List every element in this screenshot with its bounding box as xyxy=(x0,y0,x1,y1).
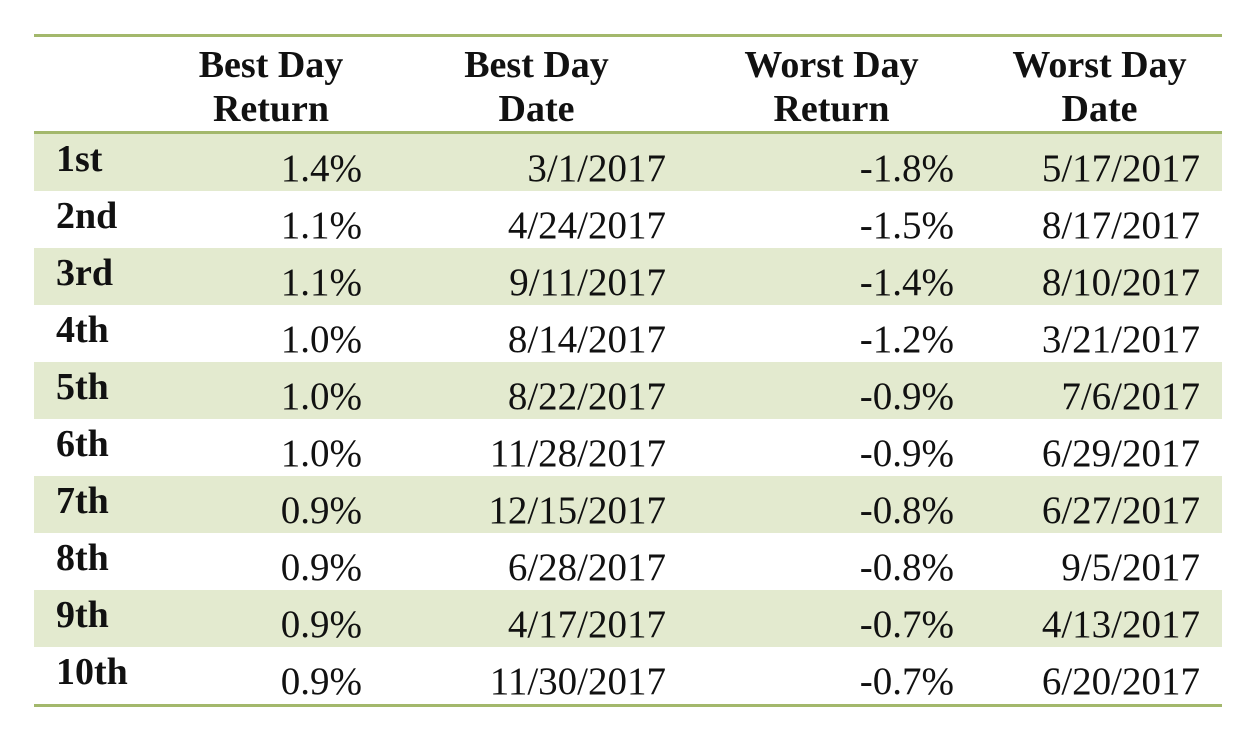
returns-table: Best Day Return Best Day Date Worst Day … xyxy=(34,34,1222,707)
table-top-rule xyxy=(34,34,1222,37)
worst-day-date-cell: 8/10/2017 xyxy=(1041,261,1200,304)
table-row: 5th 1.0% 8/22/2017 -0.9% 7/6/2017 xyxy=(34,362,1222,419)
header-best-return-line1: Best Day xyxy=(198,44,344,86)
worst-day-date-cell: 6/29/2017 xyxy=(1041,432,1200,475)
rank-cell: 1st xyxy=(56,138,103,180)
best-day-date-cell: 11/28/2017 xyxy=(489,432,666,475)
worst-day-return-cell: -0.8% xyxy=(859,489,954,532)
worst-day-date-cell: 3/21/2017 xyxy=(1041,318,1200,361)
best-day-return-cell: 0.9% xyxy=(280,660,362,703)
best-day-date-cell: 8/14/2017 xyxy=(507,318,666,361)
header-best-return-line2: Return xyxy=(212,88,330,130)
best-day-return-cell: 1.0% xyxy=(280,318,362,361)
worst-day-return-cell: -0.9% xyxy=(859,432,954,475)
best-day-return-cell: 1.1% xyxy=(280,261,362,304)
table-row: 9th 0.9% 4/17/2017 -0.7% 4/13/2017 xyxy=(34,590,1222,647)
table-bottom-rule xyxy=(34,704,1222,707)
best-day-date-cell: 12/15/2017 xyxy=(488,489,666,532)
table-row: 3rd 1.1% 9/11/2017 -1.4% 8/10/2017 xyxy=(34,248,1222,305)
rank-cell: 10th xyxy=(56,651,128,693)
table-row: 8th 0.9% 6/28/2017 -0.8% 9/5/2017 xyxy=(34,533,1222,590)
best-day-return-cell: 0.9% xyxy=(280,603,362,646)
rank-cell: 8th xyxy=(56,537,109,579)
worst-day-date-cell: 8/17/2017 xyxy=(1041,204,1200,247)
rank-cell: 6th xyxy=(56,423,109,465)
worst-day-date-cell: 6/27/2017 xyxy=(1041,489,1200,532)
worst-day-date-cell: 7/6/2017 xyxy=(1061,375,1200,418)
table-row: 10th 0.9% 11/30/2017 -0.7% 6/20/2017 xyxy=(34,647,1222,704)
worst-day-date-cell: 6/20/2017 xyxy=(1041,660,1200,703)
rank-cell: 4th xyxy=(56,309,109,351)
table-row: 6th 1.0% 11/28/2017 -0.9% 6/29/2017 xyxy=(34,419,1222,476)
worst-day-date-cell: 4/13/2017 xyxy=(1041,603,1200,646)
worst-day-return-cell: -1.4% xyxy=(859,261,954,304)
best-day-date-cell: 11/30/2017 xyxy=(489,660,666,703)
rank-cell: 7th xyxy=(56,480,109,522)
table-row: 4th 1.0% 8/14/2017 -1.2% 3/21/2017 xyxy=(34,305,1222,362)
table-header: Best Day Return Best Day Date Worst Day … xyxy=(34,37,1222,131)
header-worst-return-line2: Return xyxy=(773,88,890,130)
worst-day-return-cell: -0.9% xyxy=(859,375,954,418)
best-day-return-cell: 1.1% xyxy=(280,204,362,247)
rank-cell: 9th xyxy=(56,594,109,636)
best-day-date-cell: 8/22/2017 xyxy=(507,375,666,418)
worst-day-return-cell: -1.5% xyxy=(859,204,954,247)
table-row: 2nd 1.1% 4/24/2017 -1.5% 8/17/2017 xyxy=(34,191,1222,248)
rank-cell: 2nd xyxy=(56,195,118,237)
header-worst-date-line2: Date xyxy=(1061,88,1138,130)
best-day-date-cell: 9/11/2017 xyxy=(509,261,666,304)
worst-day-date-cell: 5/17/2017 xyxy=(1041,147,1200,190)
table-row: 1st 1.4% 3/1/2017 -1.8% 5/17/2017 xyxy=(34,134,1222,191)
best-day-date-cell: 4/24/2017 xyxy=(507,204,666,247)
header-best-day-date: Best Day Date xyxy=(434,43,639,131)
worst-day-return-cell: -1.8% xyxy=(859,147,954,190)
best-day-return-cell: 1.0% xyxy=(280,432,362,475)
table-header-rule xyxy=(34,131,1222,134)
worst-day-return-cell: -0.7% xyxy=(859,660,954,703)
table-row: 7th 0.9% 12/15/2017 -0.8% 6/27/2017 xyxy=(34,476,1222,533)
header-best-date-line2: Date xyxy=(498,88,575,130)
best-day-date-cell: 4/17/2017 xyxy=(507,603,666,646)
header-worst-day-date: Worst Day Date xyxy=(982,43,1217,131)
header-best-day-return: Best Day Return xyxy=(176,43,366,131)
header-worst-return-line1: Worst Day xyxy=(744,44,919,86)
header-best-date-line1: Best Day xyxy=(464,44,609,86)
table-body: 1st 1.4% 3/1/2017 -1.8% 5/17/2017 2nd 1.1% 4/24… xyxy=(34,134,1222,704)
best-day-return-cell: 0.9% xyxy=(280,489,362,532)
header-worst-date-line1: Worst Day xyxy=(1012,44,1187,86)
worst-day-date-cell: 9/5/2017 xyxy=(1061,546,1200,589)
best-day-return-cell: 1.0% xyxy=(280,375,362,418)
worst-day-return-cell: -1.2% xyxy=(859,318,954,361)
best-day-date-cell: 3/1/2017 xyxy=(527,147,666,190)
best-day-date-cell: 6/28/2017 xyxy=(507,546,666,589)
rank-cell: 5th xyxy=(56,366,109,408)
best-day-return-cell: 0.9% xyxy=(280,546,362,589)
worst-day-return-cell: -0.7% xyxy=(859,603,954,646)
rank-cell: 3rd xyxy=(56,252,113,294)
best-day-return-cell: 1.4% xyxy=(280,147,362,190)
worst-day-return-cell: -0.8% xyxy=(859,546,954,589)
header-worst-day-return: Worst Day Return xyxy=(714,43,949,131)
